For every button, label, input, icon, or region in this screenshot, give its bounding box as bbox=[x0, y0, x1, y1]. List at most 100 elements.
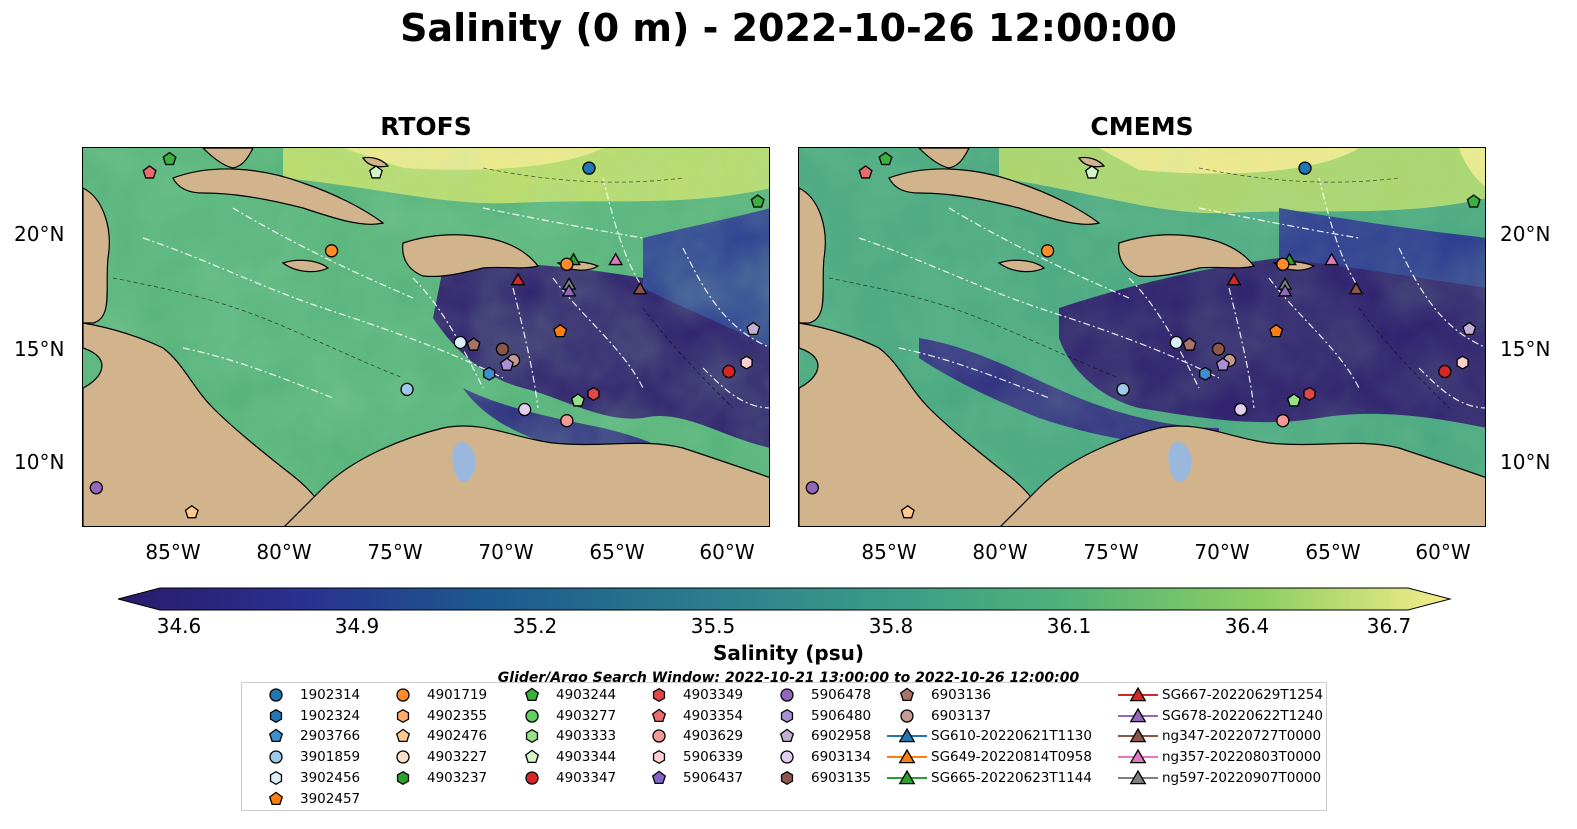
lon-label-75w-rtofs: 75°W bbox=[367, 540, 423, 564]
colorbar-tick-6: 36.4 bbox=[1224, 614, 1270, 638]
colorbar-tick-1: 34.9 bbox=[334, 614, 380, 638]
legend-marker-icon bbox=[780, 750, 794, 764]
map-marker-2 bbox=[142, 165, 157, 179]
map-marker-1 bbox=[878, 151, 893, 166]
map-marker-24 bbox=[587, 386, 600, 401]
map-marker-11 bbox=[561, 283, 577, 297]
lon-label-70w-cmems: 70°W bbox=[1194, 540, 1250, 564]
map-marker-5 bbox=[324, 244, 339, 258]
map-marker-21 bbox=[740, 355, 753, 370]
panel-title-rtofs: RTOFS bbox=[380, 112, 472, 141]
lon-label-80w-cmems: 80°W bbox=[972, 540, 1028, 564]
legend-label: 5906437 bbox=[683, 769, 744, 786]
colorbar-tick-2: 35.2 bbox=[512, 614, 558, 638]
map-marker-20 bbox=[1199, 366, 1212, 381]
legend-label: 4903333 bbox=[556, 728, 617, 745]
lon-label-60w-rtofs: 60°W bbox=[699, 540, 755, 564]
lon-label-75w-cmems: 75°W bbox=[1083, 540, 1139, 564]
legend-label: 5906478 bbox=[811, 687, 872, 703]
legend-label: 4903347 bbox=[556, 769, 617, 786]
legend-label: SG667-20220629T1254 bbox=[1162, 687, 1323, 703]
legend-label: SG610-20220621T1130 bbox=[931, 728, 1092, 745]
map-marker-9 bbox=[510, 272, 526, 286]
legend-marker-icon bbox=[525, 729, 539, 744]
legend-label: ng347-20220727T0000 bbox=[1162, 728, 1322, 745]
map-marker-28 bbox=[805, 481, 819, 495]
map-marker-1 bbox=[162, 151, 177, 166]
legend-label: SG678-20220622T1240 bbox=[1162, 707, 1323, 724]
legend-label: 6902958 bbox=[811, 728, 872, 745]
legend-marker-icon bbox=[396, 770, 410, 785]
legend-label: 4903629 bbox=[683, 728, 744, 745]
legend: 1902314 1902324 2903766 3901859 3902456 39024… bbox=[241, 682, 1327, 811]
map-marker-0 bbox=[582, 161, 596, 175]
lat-label-10n-right: 10°N bbox=[1500, 450, 1551, 474]
map-marker-0 bbox=[1298, 161, 1312, 175]
legend-label: SG665-20220623T1144 bbox=[931, 769, 1092, 786]
legend-label: ng357-20220803T0000 bbox=[1162, 749, 1322, 766]
map-marker-24 bbox=[1303, 386, 1316, 401]
map-marker-15 bbox=[453, 335, 467, 350]
map-marker-27 bbox=[1276, 414, 1290, 428]
legend-label: 6903134 bbox=[811, 749, 872, 766]
map-marker-9 bbox=[1226, 272, 1242, 286]
map-marker-28 bbox=[89, 481, 103, 495]
map-marker-17 bbox=[1211, 342, 1226, 356]
map-marker-19 bbox=[499, 357, 514, 371]
legend-marker-icon bbox=[1118, 769, 1158, 785]
legend-marker-icon bbox=[887, 769, 927, 785]
legend-label: SG649-20220814T0958 bbox=[931, 749, 1092, 766]
legend-marker-icon bbox=[779, 728, 795, 743]
map-marker-20 bbox=[483, 366, 496, 381]
legend-label: 4903277 bbox=[556, 707, 617, 724]
map-marker-15 bbox=[1169, 335, 1183, 350]
legend-marker-icon bbox=[652, 729, 666, 744]
legend-marker-icon bbox=[1118, 728, 1158, 743]
map-marker-23 bbox=[1116, 382, 1130, 397]
map-marker-17 bbox=[495, 342, 510, 356]
legend-label: 4903344 bbox=[556, 749, 617, 766]
lat-label-15n-left: 15°N bbox=[14, 337, 65, 361]
legend-marker-icon bbox=[269, 770, 283, 785]
legend-marker-icon bbox=[887, 728, 927, 743]
legend-marker-icon bbox=[652, 687, 666, 703]
legend-label: 4901719 bbox=[427, 687, 488, 703]
map-marker-13 bbox=[553, 323, 568, 338]
legend-label: 3901859 bbox=[300, 749, 361, 766]
legend-marker-icon bbox=[269, 688, 283, 702]
map-marker-8 bbox=[1276, 257, 1290, 271]
legend-marker-icon bbox=[524, 687, 540, 701]
lat-label-10n-left: 10°N bbox=[14, 450, 65, 474]
lon-label-65w-rtofs: 65°W bbox=[589, 540, 645, 564]
legend-label: 4902355 bbox=[427, 707, 488, 724]
map-marker-29 bbox=[900, 504, 915, 519]
legend-marker-icon bbox=[899, 687, 915, 701]
map-marker-13 bbox=[1269, 323, 1284, 338]
lon-label-85w-cmems: 85°W bbox=[861, 540, 917, 564]
map-marker-25 bbox=[1286, 393, 1301, 407]
legend-marker-icon bbox=[900, 709, 914, 723]
map-marker-4 bbox=[750, 194, 765, 208]
lon-label-60w-cmems: 60°W bbox=[1415, 540, 1471, 564]
legend-label: 4903354 bbox=[683, 707, 744, 724]
legend-marker-icon bbox=[780, 770, 794, 785]
legend-label: 2903766 bbox=[300, 728, 361, 745]
legend-label: 6903137 bbox=[931, 707, 992, 724]
legend-marker-icon bbox=[524, 749, 540, 764]
map-marker-14 bbox=[746, 321, 761, 336]
map-marker-23 bbox=[400, 382, 414, 397]
legend-label: 4902476 bbox=[427, 728, 488, 745]
map-marker-21 bbox=[1456, 355, 1469, 370]
map-marker-12 bbox=[1348, 281, 1364, 295]
lon-label-70w-rtofs: 70°W bbox=[478, 540, 534, 564]
legend-marker-icon bbox=[525, 771, 539, 785]
legend-marker-icon bbox=[651, 770, 667, 784]
map-marker-4 bbox=[1466, 194, 1481, 208]
legend-marker-icon bbox=[525, 709, 539, 723]
legend-marker-icon bbox=[269, 750, 283, 764]
legend-marker-icon bbox=[396, 708, 410, 723]
map-marker-14 bbox=[1462, 321, 1477, 336]
map-marker-25 bbox=[570, 393, 585, 407]
legend-marker-icon bbox=[395, 728, 411, 743]
legend-marker-icon bbox=[268, 791, 284, 805]
